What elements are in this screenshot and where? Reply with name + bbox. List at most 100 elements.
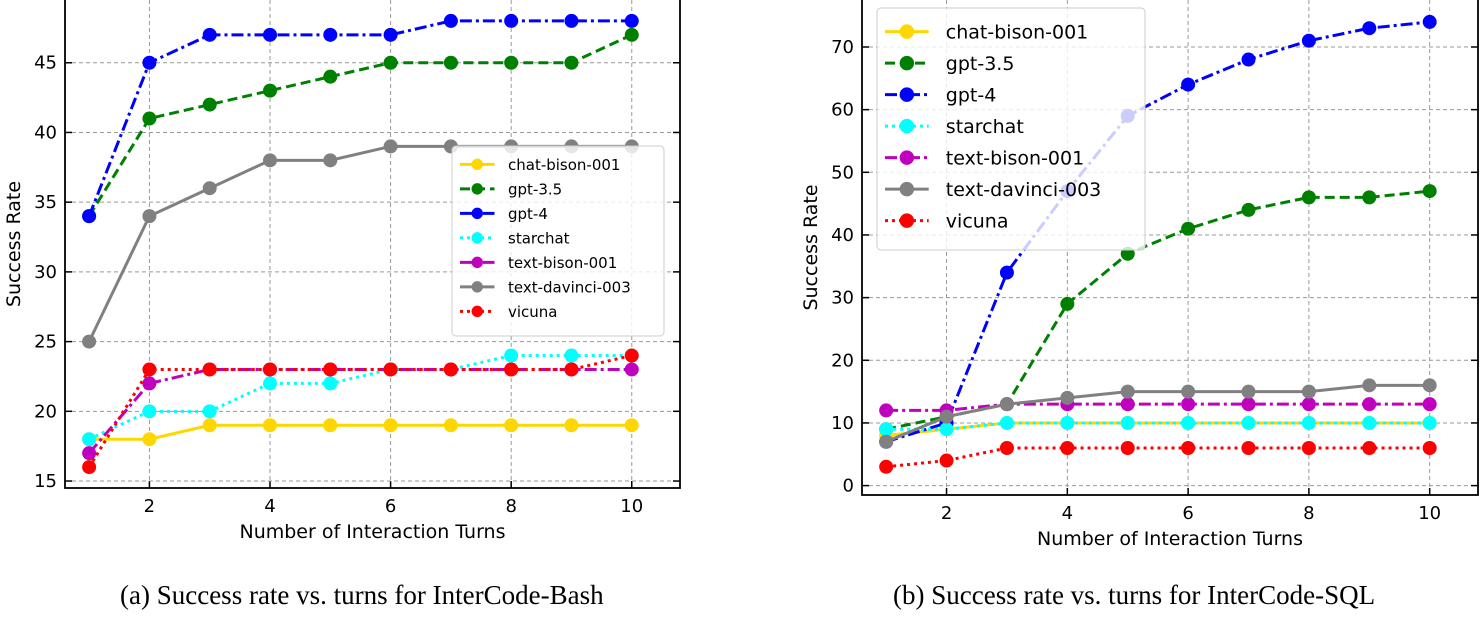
legend-marker xyxy=(471,281,483,293)
data-point xyxy=(1422,441,1437,456)
legend-marker xyxy=(899,118,915,134)
data-point xyxy=(383,55,398,70)
data-point xyxy=(624,418,639,433)
data-point xyxy=(1241,397,1256,412)
data-point xyxy=(624,27,639,42)
x-tick-label: 10 xyxy=(620,496,643,517)
data-point xyxy=(1241,415,1256,430)
y-tick-label: 60 xyxy=(831,100,854,121)
data-point xyxy=(1362,397,1377,412)
series-line xyxy=(89,423,632,441)
data-point xyxy=(263,83,277,98)
data-point xyxy=(1362,190,1377,205)
legend-label: vicuna xyxy=(508,303,558,321)
data-point xyxy=(142,209,157,224)
legend-label: text-bison-001 xyxy=(946,147,1084,169)
data-point xyxy=(624,13,639,28)
data-point xyxy=(1422,415,1437,430)
y-tick-label: 50 xyxy=(831,162,854,183)
data-point xyxy=(383,27,398,42)
data-point xyxy=(1241,52,1256,67)
x-tick-label: 10 xyxy=(1418,503,1441,524)
data-point xyxy=(504,13,519,28)
data-point xyxy=(624,362,639,377)
legend-label: vicuna xyxy=(946,210,1009,232)
data-point xyxy=(879,434,894,449)
data-point xyxy=(323,376,338,391)
x-tick-label: 6 xyxy=(1182,503,1193,524)
data-point xyxy=(939,422,954,437)
x-tick-label: 4 xyxy=(1062,503,1073,524)
chart-panel-b: 2 4 6 8 10 0 10 20 30 40 50 60 70 Number of Interacti… xyxy=(800,0,1479,550)
data-point xyxy=(504,418,519,433)
data-point xyxy=(82,334,97,349)
legend-box xyxy=(876,7,1146,251)
series-line xyxy=(886,446,1430,469)
data-point xyxy=(1362,378,1377,393)
data-point xyxy=(879,403,894,418)
data-point xyxy=(142,55,157,70)
data-point xyxy=(1422,14,1437,29)
legend-marker xyxy=(471,158,483,171)
data-point xyxy=(202,181,217,196)
series-starchat xyxy=(82,348,639,447)
data-point xyxy=(1120,384,1135,399)
data-point xyxy=(1362,415,1377,430)
y-tick-label: 40 xyxy=(34,122,57,143)
legend-marker xyxy=(471,256,483,269)
legend-marker xyxy=(899,24,915,39)
data-point xyxy=(624,348,639,363)
series-vicuna xyxy=(82,348,639,475)
data-point xyxy=(1301,441,1316,456)
data-point xyxy=(142,362,157,377)
data-point xyxy=(1120,397,1135,412)
data-point xyxy=(564,55,579,70)
data-point xyxy=(202,97,217,112)
data-point xyxy=(323,27,338,42)
data-point xyxy=(323,153,338,168)
legend-label: chat-bison-001 xyxy=(946,21,1088,43)
data-point xyxy=(443,13,458,28)
data-point xyxy=(939,453,954,468)
x-tick-label: 2 xyxy=(941,503,952,524)
x-axis-label: Number of Interaction Turns xyxy=(1037,528,1303,550)
y-axis-label: Success Rate xyxy=(3,181,25,307)
data-point xyxy=(142,376,157,391)
legend-label: starchat xyxy=(946,116,1024,138)
data-point xyxy=(142,111,157,126)
data-point xyxy=(142,432,157,447)
data-point xyxy=(1301,33,1316,48)
plot-frame xyxy=(861,0,1479,496)
data-point xyxy=(879,422,894,437)
data-point xyxy=(142,404,157,419)
data-point xyxy=(999,415,1014,430)
data-point xyxy=(443,362,458,377)
data-point xyxy=(1301,190,1316,205)
y-tick-label: 25 xyxy=(34,332,57,353)
legend-marker xyxy=(471,207,483,220)
legend-marker xyxy=(899,181,915,197)
series-vicuna xyxy=(879,441,1437,474)
data-point xyxy=(82,446,97,461)
data-point xyxy=(504,362,519,377)
data-point xyxy=(1241,202,1256,217)
data-point xyxy=(263,376,277,391)
series-text-davinci-003 xyxy=(879,378,1437,449)
data-point xyxy=(1120,441,1135,456)
data-point xyxy=(383,418,398,433)
y-tick-label: 20 xyxy=(34,401,57,422)
data-point xyxy=(1060,390,1075,405)
series-chat-bison-001 xyxy=(879,415,1437,443)
y-tick-label: 0 xyxy=(843,476,854,497)
data-point xyxy=(1422,397,1437,412)
data-point xyxy=(1181,384,1196,399)
data-point xyxy=(999,441,1014,456)
data-point xyxy=(879,459,894,474)
data-point xyxy=(263,153,277,168)
data-point xyxy=(999,265,1014,280)
data-point xyxy=(1181,77,1196,92)
data-point xyxy=(1301,384,1316,399)
legend: chat-bison-001 gpt-3.5 gpt-4 starchat text-b… xyxy=(451,145,665,337)
data-point xyxy=(82,460,97,475)
data-point xyxy=(323,418,338,433)
